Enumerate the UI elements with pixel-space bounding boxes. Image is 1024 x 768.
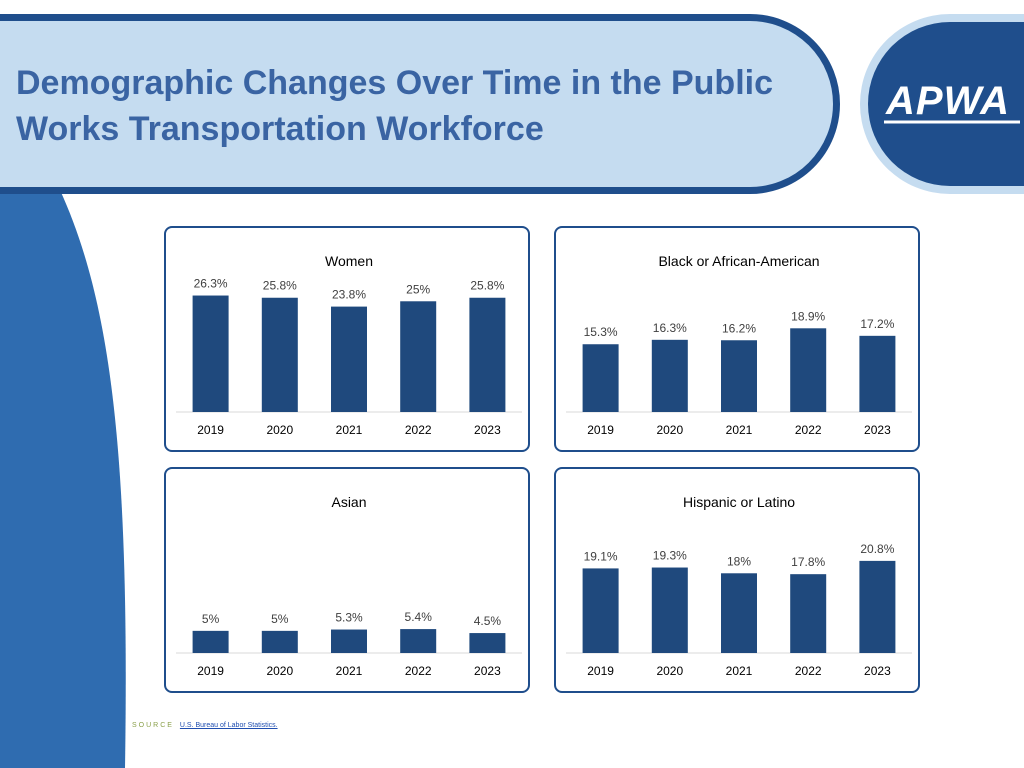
bar-2022 bbox=[790, 328, 827, 412]
bar-2023 bbox=[859, 560, 896, 653]
chart-hispanic-latino: Hispanic or Latino 19.1% 2019 19.3% 2020 18% 2… bbox=[566, 494, 912, 678]
data-label-2022: 5.4% bbox=[405, 610, 433, 624]
apwa-logo: APWA bbox=[884, 79, 1020, 124]
bar-2023 bbox=[469, 297, 506, 412]
tick-label-2021: 2021 bbox=[336, 664, 363, 678]
data-label-2019: 5% bbox=[202, 612, 220, 626]
tick-label-2019: 2019 bbox=[587, 423, 614, 437]
data-label-2019: 19.1% bbox=[584, 549, 618, 563]
tick-label-2020: 2020 bbox=[266, 664, 293, 678]
source-link[interactable]: U.S. Bureau of Labor Statistics. bbox=[179, 722, 278, 729]
tick-label-2022: 2022 bbox=[795, 664, 822, 678]
chart-panel-asian: Asian 5% 2019 5% 2020 5.3% 2021 5.4% 2022 4.5% 202… bbox=[164, 467, 530, 693]
bar-2022 bbox=[400, 629, 437, 653]
data-label-2021: 5.3% bbox=[335, 611, 363, 625]
bar-2020 bbox=[261, 297, 298, 412]
bar-2022 bbox=[400, 301, 437, 412]
chart-title: Women bbox=[325, 253, 373, 269]
bar-2022 bbox=[790, 574, 827, 653]
tick-label-2022: 2022 bbox=[405, 664, 432, 678]
chart-women: Women 26.3% 2019 25.8% 2020 23.8% 2021 25% 2022 2… bbox=[176, 253, 522, 437]
data-label-2020: 16.3% bbox=[653, 321, 687, 335]
tick-label-2019: 2019 bbox=[587, 664, 614, 678]
data-label-2020: 25.8% bbox=[263, 279, 297, 293]
bar-2019 bbox=[582, 344, 619, 412]
chart-title: Hispanic or Latino bbox=[683, 494, 795, 510]
tick-label-2022: 2022 bbox=[405, 423, 432, 437]
data-label-2019: 26.3% bbox=[194, 277, 228, 291]
chart-title: Black or African-American bbox=[658, 253, 819, 269]
data-label-2023: 17.2% bbox=[860, 317, 894, 331]
source-note: SOURCE U.S. Bureau of Labor Statistics. bbox=[132, 722, 278, 729]
logo-wordmark: APWA bbox=[885, 79, 1010, 123]
bar-2021 bbox=[331, 629, 367, 653]
bar-2020 bbox=[651, 567, 688, 653]
data-label-2022: 25% bbox=[406, 282, 430, 296]
tick-label-2021: 2021 bbox=[336, 423, 363, 437]
tick-label-2023: 2023 bbox=[864, 664, 891, 678]
tick-label-2020: 2020 bbox=[266, 423, 293, 437]
data-label-2020: 5% bbox=[271, 612, 289, 626]
tick-label-2023: 2023 bbox=[864, 423, 891, 437]
tick-label-2023: 2023 bbox=[474, 664, 501, 678]
tick-label-2019: 2019 bbox=[197, 664, 224, 678]
chart-panel-hispanic: Hispanic or Latino 19.1% 2019 19.3% 2020 18% 2… bbox=[554, 467, 920, 693]
logo-background bbox=[868, 22, 1024, 186]
tick-label-2019: 2019 bbox=[197, 423, 224, 437]
page-title: Demographic Changes Over Time in the Pub… bbox=[16, 64, 773, 148]
data-label-2021: 23.8% bbox=[332, 288, 366, 302]
chart-black-african-american: Black or African-American 15.3% 2019 16.3% 2… bbox=[566, 253, 912, 437]
bar-2019 bbox=[192, 295, 229, 412]
bar-2021 bbox=[721, 573, 757, 653]
tick-label-2020: 2020 bbox=[656, 664, 683, 678]
source-label: SOURCE bbox=[132, 722, 174, 729]
bar-2023 bbox=[469, 633, 506, 653]
data-label-2019: 15.3% bbox=[584, 325, 618, 339]
tick-label-2021: 2021 bbox=[726, 664, 753, 678]
data-label-2022: 18.9% bbox=[791, 309, 825, 323]
data-label-2023: 4.5% bbox=[474, 614, 502, 628]
tick-label-2020: 2020 bbox=[656, 423, 683, 437]
chart-panel-black: Black or African-American 15.3% 2019 16.3% 2… bbox=[554, 226, 920, 452]
tick-label-2023: 2023 bbox=[474, 423, 501, 437]
bar-2020 bbox=[261, 630, 298, 653]
data-label-2022: 17.8% bbox=[791, 555, 825, 569]
bar-2021 bbox=[721, 340, 757, 412]
data-label-2023: 25.8% bbox=[470, 279, 504, 293]
bar-2021 bbox=[331, 306, 367, 412]
chart-asian: Asian 5% 2019 5% 2020 5.3% 2021 5.4% 2022 4.5% 202… bbox=[176, 494, 522, 678]
data-label-2021: 16.2% bbox=[722, 321, 756, 335]
data-label-2020: 19.3% bbox=[653, 549, 687, 563]
bar-2019 bbox=[582, 568, 619, 653]
bar-2020 bbox=[651, 339, 688, 412]
title-banner bbox=[0, 14, 840, 194]
data-label-2023: 20.8% bbox=[860, 542, 894, 556]
chart-title: Asian bbox=[331, 494, 366, 510]
tick-label-2021: 2021 bbox=[726, 423, 753, 437]
bar-2019 bbox=[192, 630, 229, 653]
chart-panel-women: Women 26.3% 2019 25.8% 2020 23.8% 2021 25% 2022 2… bbox=[164, 226, 530, 452]
data-label-2021: 18% bbox=[727, 554, 751, 568]
tick-label-2022: 2022 bbox=[795, 423, 822, 437]
bar-2023 bbox=[859, 335, 896, 412]
